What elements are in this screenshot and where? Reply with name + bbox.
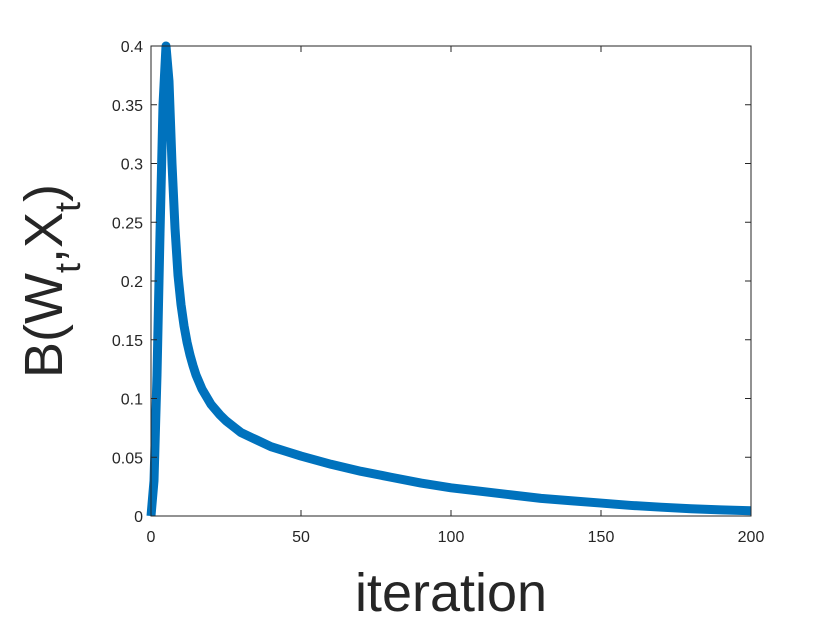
x-axis-title: iteration (355, 563, 547, 623)
x-tick-label: 200 (738, 529, 765, 546)
y-axis-title: B(Wt,Xt) (14, 184, 88, 378)
y-axis-title-prefix: B(W (14, 273, 74, 378)
plot-area (151, 46, 751, 516)
x-tick-label: 50 (292, 529, 310, 546)
y-tick-label: 0.05 (112, 450, 143, 467)
y-tick-label: 0.1 (121, 392, 143, 409)
x-tick-label: 0 (147, 529, 156, 546)
y-tick-label: 0.2 (121, 274, 143, 291)
x-tick-label: 100 (438, 529, 465, 546)
y-tick-label: 0.15 (112, 333, 143, 350)
y-tick-label: 0.3 (121, 157, 143, 174)
y-tick-label: 0.25 (112, 215, 143, 232)
y-tick-label: 0.4 (121, 39, 143, 56)
line-layer (146, 41, 752, 517)
y-axis-title-sub1: t (47, 263, 88, 273)
y-axis-title-mid: ,X (14, 212, 74, 263)
y-axis-title-suffix: ) (14, 184, 74, 202)
tick-layer: 0 50 100 150 200 0 0.05 0.1 0.15 0.2 0.25 0.3 0.35 0.… (112, 39, 765, 546)
series-line (146, 41, 752, 517)
y-axis-title-sub2: t (47, 202, 88, 212)
y-tick-label: 0 (134, 509, 143, 526)
y-tick-label: 0.35 (112, 98, 143, 115)
x-tick-label: 150 (588, 529, 615, 546)
